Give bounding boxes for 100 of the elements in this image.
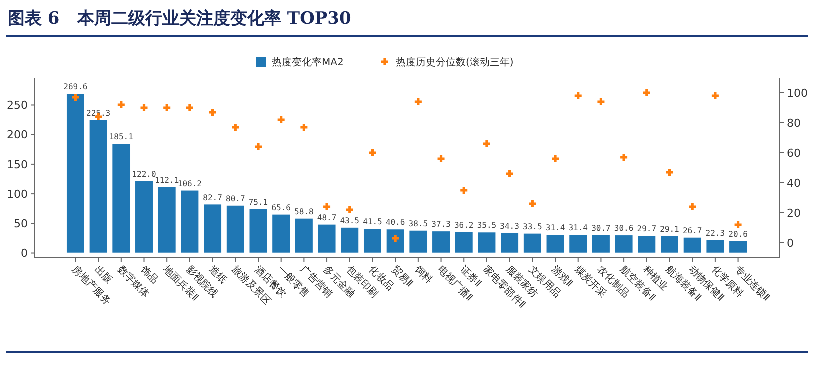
data-label: 225.3	[86, 108, 111, 118]
data-label: 58.8	[294, 207, 314, 216]
bar	[340, 227, 360, 254]
bar	[363, 228, 382, 254]
data-label: 65.6	[272, 203, 292, 212]
point	[186, 104, 194, 112]
bar	[112, 143, 131, 254]
bar	[568, 234, 588, 254]
bar	[432, 230, 451, 254]
bar	[614, 234, 634, 254]
data-label: 43.5	[340, 216, 360, 226]
point	[164, 104, 171, 112]
data-label: 31.4	[546, 224, 566, 233]
point	[278, 116, 285, 124]
point	[346, 206, 354, 214]
bar	[134, 180, 154, 254]
point	[232, 124, 240, 131]
bar	[683, 237, 702, 254]
data-label: 75.1	[248, 198, 268, 207]
y2-tick-label: 80	[787, 116, 801, 130]
data-label: 40.6	[386, 218, 406, 228]
data-label: 38.5	[408, 219, 428, 228]
bar	[477, 232, 497, 254]
y-tick-label: 150	[7, 158, 28, 172]
data-label: 269.6	[64, 82, 88, 92]
data-label: 80.7	[226, 194, 246, 204]
y-tick-label: 0	[21, 247, 28, 260]
point	[483, 140, 490, 148]
data-label: 29.7	[637, 224, 657, 234]
y-tick-label: 50	[14, 218, 28, 231]
y2-tick-label: 40	[787, 176, 801, 190]
bar	[180, 190, 200, 254]
bar	[386, 228, 406, 254]
y2-tick-label: 100	[787, 86, 808, 100]
point	[620, 154, 628, 161]
point	[712, 92, 719, 100]
point	[460, 187, 468, 194]
data-label: 37.3	[432, 220, 452, 230]
bar	[89, 119, 108, 254]
data-label: 106.2	[178, 179, 202, 188]
bar	[226, 205, 246, 254]
data-label: 31.4	[568, 224, 588, 233]
legend-label: 热度历史分位数(滚动三年)	[396, 56, 514, 68]
point	[140, 104, 148, 112]
data-label: 122.0	[132, 170, 156, 180]
point	[324, 204, 331, 210]
point	[414, 98, 422, 106]
data-label: 34.3	[500, 222, 520, 231]
data-label: 29.1	[660, 225, 680, 234]
data-label: 41.5	[363, 218, 383, 227]
point	[72, 94, 80, 101]
bar	[294, 218, 314, 254]
point	[209, 109, 216, 116]
point	[529, 200, 536, 208]
point	[643, 90, 650, 96]
bar	[637, 235, 656, 254]
point	[254, 144, 262, 150]
data-label: 48.7	[317, 213, 337, 222]
data-label: 20.6	[728, 230, 748, 240]
y-tick-label: 200	[7, 128, 28, 142]
bar	[500, 232, 520, 254]
point	[438, 156, 445, 162]
data-label: 30.7	[592, 224, 612, 234]
point	[734, 222, 742, 228]
bar	[408, 230, 428, 254]
bar	[203, 204, 222, 254]
bar	[706, 240, 725, 254]
bar	[546, 234, 566, 254]
bar	[728, 240, 748, 254]
y-tick-label: 250	[7, 99, 28, 112]
data-label: 30.6	[614, 224, 634, 234]
bar	[592, 234, 611, 254]
point	[598, 98, 605, 106]
data-label: 26.7	[682, 226, 702, 236]
y-tick-label: 100	[7, 188, 28, 201]
data-label: 33.5	[523, 222, 542, 232]
data-label: 112.1	[155, 176, 180, 185]
bar	[454, 231, 474, 254]
y2-tick-label: 20	[787, 206, 801, 220]
data-label: 22.3	[706, 229, 726, 238]
y2-tick-label: 60	[787, 146, 801, 160]
legend-label: 热度变化率MA2	[272, 56, 344, 68]
point	[369, 150, 376, 156]
data-label: 185.1	[109, 132, 134, 142]
bar	[248, 208, 268, 254]
bar	[317, 224, 337, 254]
bar	[523, 233, 542, 254]
point	[574, 92, 582, 100]
chart-title: 图表 6 本周二级行业关注度变化率 TOP30	[8, 9, 352, 29]
data-label: 82.7	[203, 193, 223, 202]
data-label: 35.5	[477, 221, 497, 230]
y2-tick-label: 0	[787, 236, 794, 250]
bar	[66, 93, 86, 254]
point	[666, 169, 674, 176]
point	[689, 204, 696, 210]
data-label: 36.2	[454, 220, 474, 230]
point	[552, 156, 560, 162]
point	[118, 102, 125, 108]
bar	[272, 214, 291, 254]
bar	[660, 236, 680, 254]
